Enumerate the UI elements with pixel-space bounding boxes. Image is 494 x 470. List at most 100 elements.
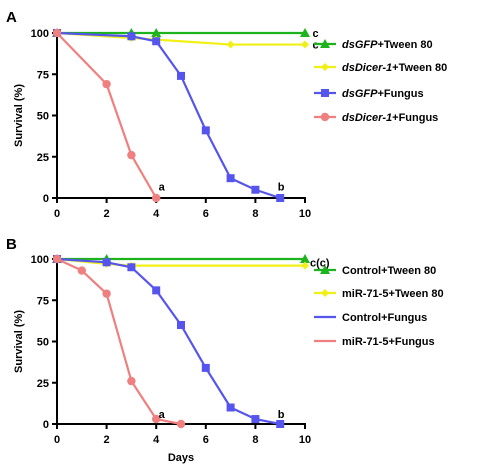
significance-label: b bbox=[278, 409, 285, 421]
data-point bbox=[152, 414, 161, 424]
y-tick-label: 50 bbox=[37, 111, 49, 123]
x-tick-label: 6 bbox=[203, 208, 209, 220]
y-tick-label: 100 bbox=[31, 254, 49, 266]
x-tick-label: 8 bbox=[252, 434, 258, 446]
legend: dsGFP+Tween 80 dsDicer-1+Tween 80 dsGFP+Fu… bbox=[314, 39, 447, 124]
legend-label: miR-71-5+Fungus bbox=[342, 336, 435, 348]
panel-a: A 0 25 50 75 100 0 2 4 6 8 10 Survival (%) cc b a dsGFP+… bbox=[6, 9, 447, 220]
data-point bbox=[226, 174, 235, 183]
y-tick-label: 0 bbox=[43, 193, 49, 205]
x-tick-label: 0 bbox=[54, 434, 60, 446]
data-point bbox=[301, 261, 309, 270]
series-line bbox=[56, 32, 158, 199]
significance-label: c(c) bbox=[310, 257, 330, 269]
y-axis-label: Survival (%) bbox=[13, 84, 25, 147]
data-point bbox=[52, 254, 62, 264]
y-tick-label: 75 bbox=[37, 295, 49, 307]
legend-marker bbox=[321, 289, 329, 297]
legend-item: dsGFP+Tween 80 bbox=[314, 39, 433, 51]
data-point bbox=[201, 126, 210, 135]
x-tick-label: 4 bbox=[153, 208, 160, 220]
y-tick-label: 50 bbox=[37, 337, 49, 349]
legend-marker bbox=[321, 89, 329, 97]
data-point bbox=[152, 37, 161, 46]
series-2 bbox=[53, 29, 285, 202]
y-tick-label: 25 bbox=[37, 378, 49, 390]
legend-label: dsGFP+Fungus bbox=[342, 88, 424, 100]
data-point bbox=[300, 28, 310, 37]
data-point bbox=[301, 40, 309, 49]
x-tick-label: 10 bbox=[299, 208, 311, 220]
data-point bbox=[127, 263, 136, 272]
data-point bbox=[102, 289, 111, 298]
legend-item: dsDicer-1+Fungus bbox=[314, 112, 438, 124]
data-point bbox=[152, 286, 161, 295]
series-line bbox=[56, 31, 281, 200]
x-tick-label: 4 bbox=[153, 434, 160, 446]
data-point bbox=[127, 376, 136, 386]
data-point bbox=[226, 40, 235, 49]
legend-label: Control+Fungus bbox=[342, 312, 427, 324]
legend-marker bbox=[320, 112, 330, 122]
data-point bbox=[276, 420, 285, 428]
series-2 bbox=[53, 255, 285, 428]
x-tick-label: 2 bbox=[104, 434, 110, 446]
data-point bbox=[300, 254, 310, 263]
series-3 bbox=[52, 28, 161, 203]
legend-marker bbox=[321, 63, 329, 71]
legend: Control+Tween 80 miR-71-5+Tween 80 Control… bbox=[314, 265, 444, 348]
data-point bbox=[102, 79, 111, 89]
panel-b: B 0 25 50 75 100 0 2 4 6 8 10 Survival (%) Days c(c) b a… bbox=[6, 236, 444, 464]
legend-marker bbox=[320, 265, 330, 274]
series-line bbox=[56, 258, 182, 426]
x-tick-label: 2 bbox=[104, 208, 110, 220]
y-tick-label: 100 bbox=[31, 28, 49, 40]
legend-item: miR-71-5+Tween 80 bbox=[314, 288, 444, 300]
data-point bbox=[102, 258, 111, 267]
legend-label: dsDicer-1+Tween 80 bbox=[342, 62, 447, 74]
data-point bbox=[251, 185, 260, 194]
legend-marker bbox=[320, 39, 330, 48]
data-point bbox=[151, 28, 162, 37]
y-tick-label: 75 bbox=[37, 69, 49, 81]
x-axis-label: Days bbox=[168, 452, 194, 464]
data-point bbox=[177, 321, 185, 329]
legend-item: miR-71-5+Fungus bbox=[314, 336, 435, 348]
x-tick-label: 8 bbox=[252, 208, 258, 220]
series-3 bbox=[52, 254, 186, 429]
x-tick-label: 6 bbox=[203, 434, 209, 446]
legend-item: Control+Fungus bbox=[314, 312, 427, 324]
panel-letter: B bbox=[6, 236, 17, 253]
x-tick-label: 10 bbox=[299, 434, 311, 446]
data-point bbox=[177, 71, 185, 80]
legend-item: dsGFP+Fungus bbox=[314, 88, 424, 100]
data-point bbox=[201, 363, 210, 372]
panel-letter: A bbox=[6, 9, 17, 26]
legend-label: dsGFP+Tween 80 bbox=[342, 39, 433, 51]
legend-label: Control+Tween 80 bbox=[342, 265, 436, 277]
data-point bbox=[176, 419, 186, 429]
data-point bbox=[276, 194, 285, 202]
data-point bbox=[52, 28, 62, 38]
data-point bbox=[226, 403, 235, 412]
legend-item: dsDicer-1+Tween 80 bbox=[314, 62, 447, 74]
significance-label: b bbox=[278, 181, 285, 193]
significance-label: a bbox=[159, 409, 166, 421]
data-point bbox=[127, 150, 136, 160]
significance-label: c bbox=[312, 40, 318, 52]
data-point bbox=[152, 193, 161, 203]
y-tick-label: 0 bbox=[43, 419, 49, 431]
legend-label: miR-71-5+Tween 80 bbox=[342, 288, 444, 300]
legend-label: dsDicer-1+Fungus bbox=[342, 112, 438, 124]
x-tick-label: 0 bbox=[54, 208, 60, 220]
data-point bbox=[127, 32, 136, 41]
legend-item: Control+Tween 80 bbox=[314, 265, 436, 277]
y-tick-label: 25 bbox=[37, 152, 49, 164]
y-axis-label: Survival (%) bbox=[13, 310, 25, 373]
series-line bbox=[56, 257, 281, 426]
data-point bbox=[251, 415, 260, 424]
data-point bbox=[77, 266, 87, 275]
significance-label: a bbox=[159, 181, 166, 193]
significance-label: c bbox=[312, 28, 318, 40]
